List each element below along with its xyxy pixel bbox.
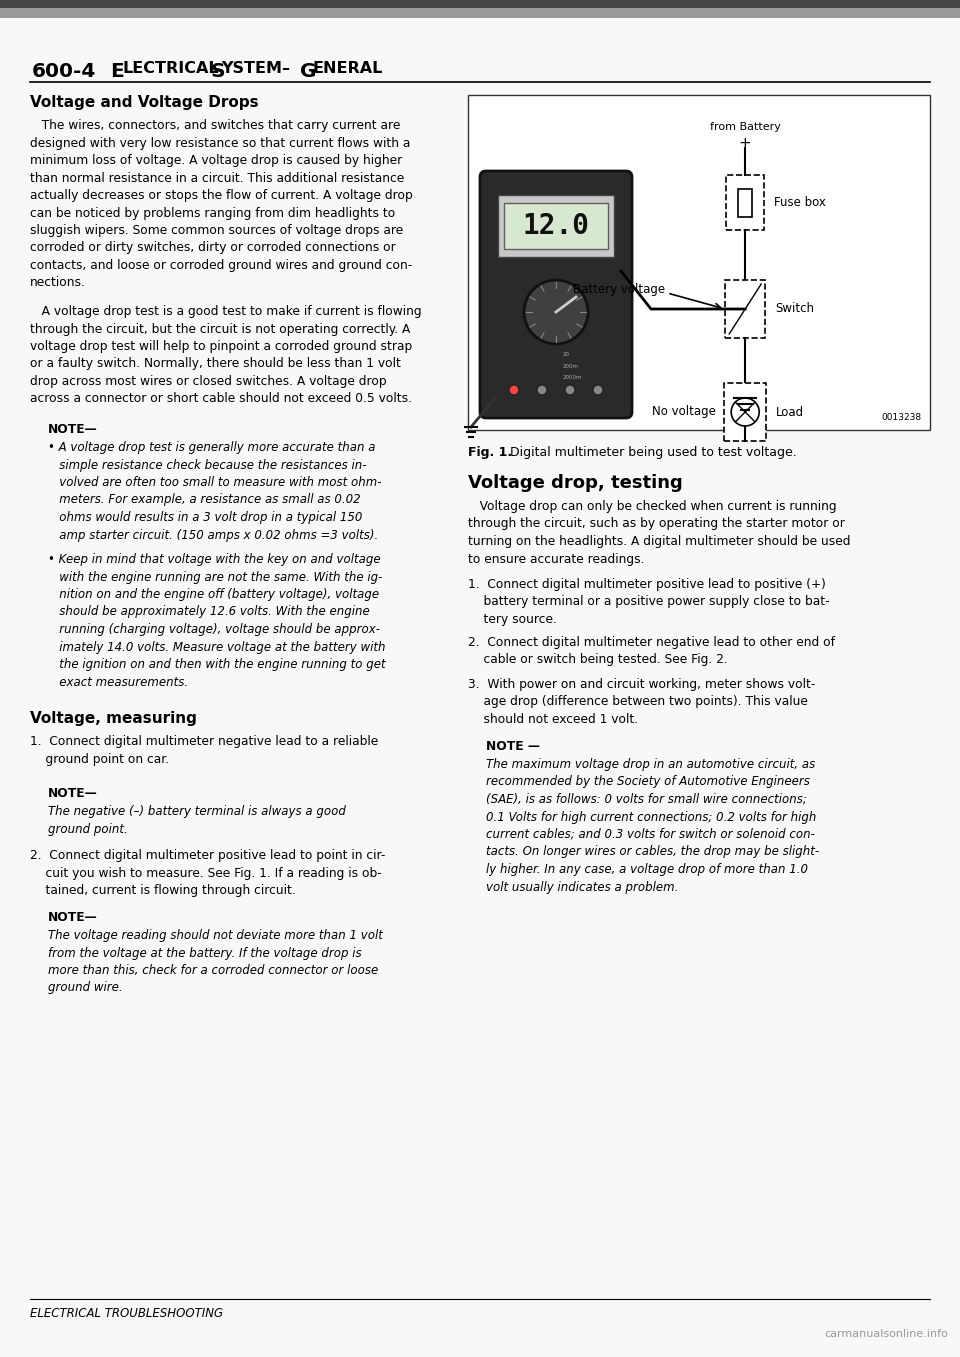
Text: The wires, connectors, and switches that carry current are
designed with very lo: The wires, connectors, and switches that… [30, 119, 413, 289]
Circle shape [537, 385, 547, 395]
Circle shape [565, 385, 575, 395]
Text: The voltage reading should not deviate more than 1 volt
from the voltage at the : The voltage reading should not deviate m… [48, 930, 383, 995]
Bar [0, 0, 960, 8]
Text: Battery voltage: Battery voltage [573, 282, 665, 296]
Bar [504, 204, 608, 248]
Text: 12.0: 12.0 [522, 212, 589, 240]
Circle shape [509, 385, 519, 395]
Text: Switch: Switch [776, 303, 814, 315]
Text: 20: 20 [563, 351, 570, 357]
Text: NOTE—: NOTE— [48, 911, 98, 924]
Text: Digital multimeter being used to test voltage.: Digital multimeter being used to test vo… [510, 446, 797, 459]
Text: 200m: 200m [563, 364, 579, 369]
Circle shape [732, 398, 759, 426]
Text: S: S [210, 62, 225, 81]
Text: ELECTRICAL TROUBLESHOOTING: ELECTRICAL TROUBLESHOOTING [30, 1307, 223, 1320]
Text: No voltage: No voltage [653, 406, 716, 418]
Text: Voltage, measuring: Voltage, measuring [30, 711, 197, 726]
Text: from Battery: from Battery [709, 122, 780, 132]
Text: NOTE—: NOTE— [48, 787, 98, 801]
Text: The maximum voltage drop in an automotive circuit, as
recommended by the Society: The maximum voltage drop in an automotiv… [486, 759, 819, 893]
Text: Load: Load [777, 406, 804, 418]
Text: Voltage drop can only be checked when current is running
through the circuit, su: Voltage drop can only be checked when cu… [468, 499, 851, 566]
Text: 1.  Connect digital multimeter negative lead to a reliable
    ground point on c: 1. Connect digital multimeter negative l… [30, 735, 378, 765]
Text: YSTEM–: YSTEM– [221, 61, 290, 76]
Text: NOTE —: NOTE — [486, 740, 540, 753]
Text: NOTE—: NOTE— [48, 423, 98, 436]
Bar [724, 383, 766, 441]
Text: Voltage and Voltage Drops: Voltage and Voltage Drops [30, 95, 258, 110]
Text: 1.  Connect digital multimeter positive lead to positive (+)
    battery termina: 1. Connect digital multimeter positive l… [468, 578, 829, 626]
Circle shape [593, 385, 603, 395]
Text: LECTRICAL: LECTRICAL [122, 61, 219, 76]
Text: 2.  Connect digital multimeter negative lead to other end of
    cable or switch: 2. Connect digital multimeter negative l… [468, 636, 835, 666]
Text: • A voltage drop test is generally more accurate than a
   simple resistance che: • A voltage drop test is generally more … [48, 441, 381, 541]
Text: • Keep in mind that voltage with the key on and voltage
   with the engine runni: • Keep in mind that voltage with the key… [48, 554, 386, 688]
Bar [498, 195, 614, 256]
Text: 2000m: 2000m [563, 375, 583, 380]
Bar [726, 175, 764, 229]
Text: Voltage drop, testing: Voltage drop, testing [468, 474, 683, 493]
Text: A voltage drop test is a good test to make if current is flowing
through the cir: A voltage drop test is a good test to ma… [30, 305, 421, 406]
Text: E: E [110, 62, 124, 81]
Circle shape [524, 280, 588, 345]
Text: Fuse box: Fuse box [774, 195, 826, 209]
Text: G: G [300, 62, 317, 81]
Text: 0013238: 0013238 [882, 413, 922, 422]
Bar [738, 189, 753, 217]
Text: carmanualsonline.info: carmanualsonline.info [824, 1329, 948, 1339]
Text: 600-4: 600-4 [32, 62, 96, 81]
Text: +: + [739, 136, 752, 151]
Text: 2.  Connect digital multimeter positive lead to point in cir-
    cuit you wish : 2. Connect digital multimeter positive l… [30, 849, 385, 897]
Bar [468, 95, 930, 430]
Text: Fig. 1.: Fig. 1. [468, 446, 512, 459]
Text: 3.  With power on and circuit working, meter shows volt-
    age drop (differenc: 3. With power on and circuit working, me… [468, 678, 815, 726]
Bar [725, 280, 765, 338]
Bar [0, 8, 960, 18]
Text: ENERAL: ENERAL [312, 61, 382, 76]
FancyBboxPatch shape [480, 171, 632, 418]
Text: The negative (–) battery terminal is always a good
ground point.: The negative (–) battery terminal is alw… [48, 805, 346, 836]
